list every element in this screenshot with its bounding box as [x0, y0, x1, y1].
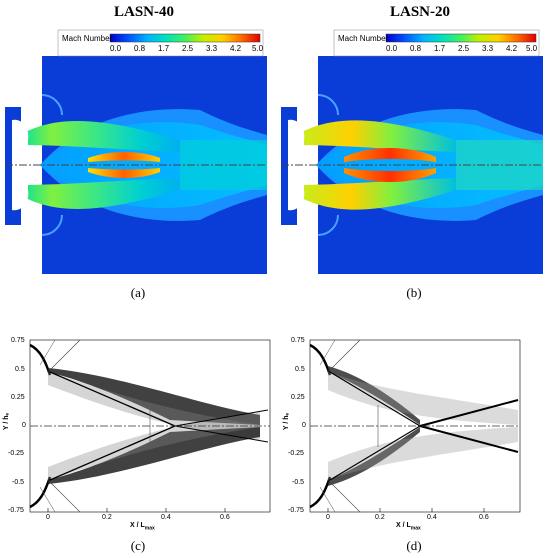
panel-c-xtick-0: 0	[46, 514, 50, 521]
panel-c-ytick-5: -0.5	[12, 479, 25, 486]
panel-c-xtick-2: 0.4	[161, 514, 171, 521]
panel-d-caption: (d)	[406, 538, 422, 553]
panel-a-caption: (a)	[130, 285, 146, 300]
panel-d-xtick-3: 0.6	[479, 514, 489, 521]
panel-d-ytick-0: 0.75	[291, 337, 305, 344]
panel-c-ytick-6: -0.75	[8, 507, 24, 514]
panel-d-ytick-2: 0.25	[291, 394, 305, 401]
legend-b-tick-3: 2.5	[458, 44, 470, 53]
panel-a-title: LASN-40	[113, 4, 174, 20]
panel-c-schlieren	[29, 339, 271, 513]
panel-d-xlabel-text: X / L	[396, 522, 411, 529]
legend-a-tick-2: 1.7	[158, 44, 170, 53]
panel-d-ytick-3: 0	[302, 422, 306, 429]
panel-c-ytick-4: -0.25	[8, 450, 24, 457]
legend-b-tick-5: 4.2	[506, 44, 518, 53]
panel-b-caption: (b)	[406, 285, 422, 300]
legend-a-tick-1: 0.8	[134, 44, 146, 53]
legend-b	[333, 29, 540, 57]
panel-a-contour	[5, 56, 267, 274]
panel-c-ytick-2: 0.25	[11, 394, 25, 401]
legend-a-tick-4: 3.3	[206, 44, 218, 53]
panel-b-contour	[281, 56, 543, 274]
legend-a	[57, 29, 264, 57]
panel-d-ytick-4: -0.25	[288, 450, 304, 457]
panel-d-ytick-1: 0.5	[295, 366, 305, 373]
panel-d-xtick-2: 0.4	[427, 514, 437, 521]
panel-c-ytick-1: 0.5	[15, 366, 25, 373]
legend-b-tick-4: 3.3	[482, 44, 494, 53]
legend-b-tick-1: 0.8	[410, 44, 422, 53]
legend-b-tick-6: 5.0	[526, 44, 538, 53]
panel-d-schlieren	[309, 339, 521, 513]
panel-c-ytick-0: 0.75	[11, 337, 25, 344]
legend-a-tick-5: 4.2	[230, 44, 242, 53]
panel-c-caption: (c)	[130, 538, 146, 553]
panel-d-ylabel: Y / hₑ	[283, 412, 291, 431]
panel-d-ytick-6: -0.75	[288, 507, 304, 514]
panel-d-xtick-0: 0	[326, 514, 330, 521]
legend-a-title: Mach Number	[62, 34, 113, 43]
panel-c-xlabel-sub: max	[144, 525, 155, 532]
legend-b-title: Mach Number	[338, 34, 389, 43]
panel-b-title: LASN-20	[389, 4, 450, 20]
legend-b-tick-2: 1.7	[434, 44, 446, 53]
panel-d-ytick-5: -0.5	[292, 479, 305, 486]
panel-d-xlabel: X / Lmax	[396, 522, 421, 531]
panel-c-xlabel-text: X / L	[130, 522, 145, 529]
legend-a-tick-3: 2.5	[182, 44, 194, 53]
panel-c-xtick-3: 0.6	[220, 514, 230, 521]
panel-d-xtick-1: 0.2	[375, 514, 385, 521]
panel-c-xtick-1: 0.2	[102, 514, 112, 521]
panel-c-ylabel: Y / hₑ	[3, 412, 11, 431]
legend-b-tick-0: 0.0	[386, 44, 398, 53]
legend-a-tick-6: 5.0	[252, 44, 264, 53]
panel-c-xlabel: X / Lmax	[130, 522, 155, 531]
legend-a-tick-0: 0.0	[110, 44, 122, 53]
panel-d-xlabel-sub: max	[410, 525, 421, 532]
panel-c-ytick-3: 0	[22, 422, 26, 429]
